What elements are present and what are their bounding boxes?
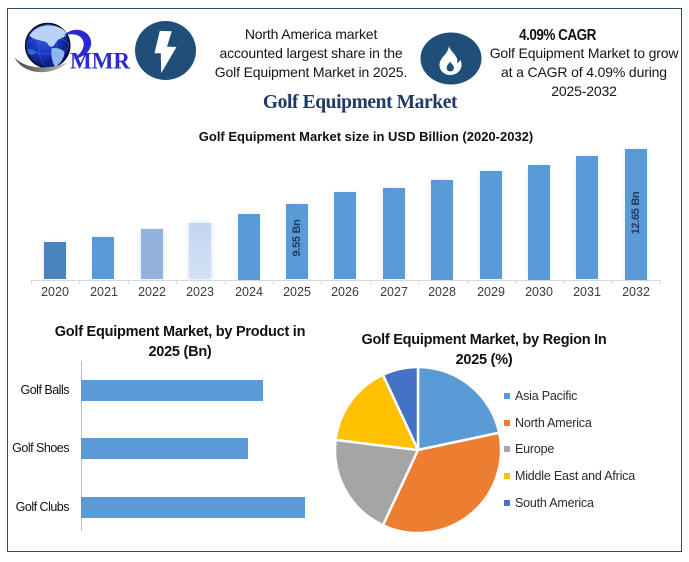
svg-text:MMR: MMR [70, 49, 130, 74]
